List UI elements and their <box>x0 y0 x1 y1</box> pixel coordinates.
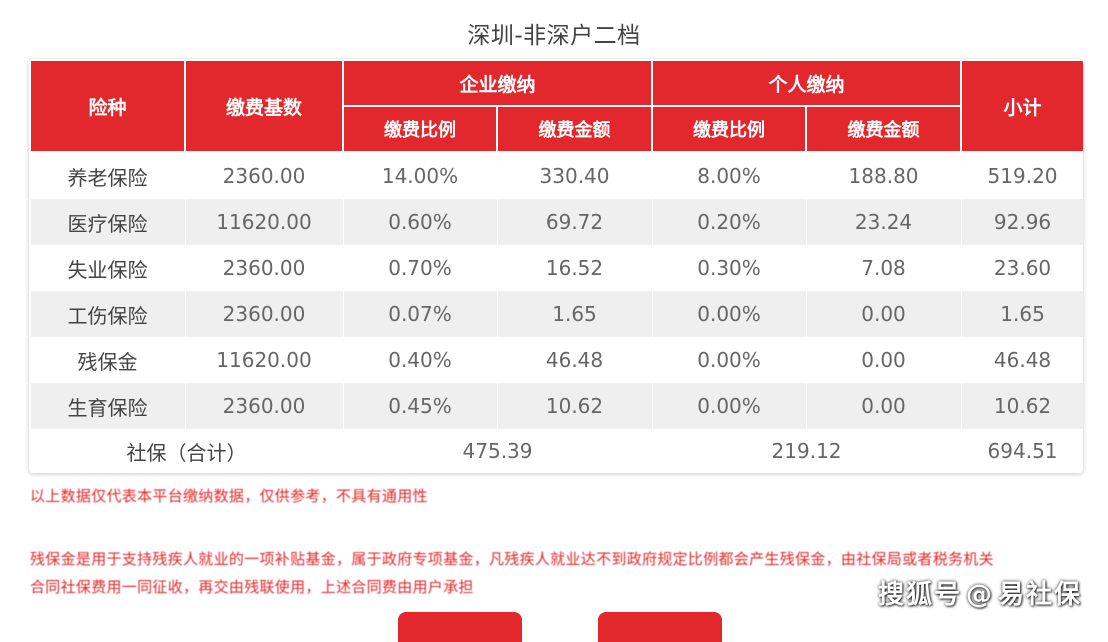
row-personal-rate: 0.00% <box>651 337 807 383</box>
row-company-rate: 0.45% <box>342 383 498 429</box>
total-row: 社保（合计） 475.39 219.12 694.51 <box>29 429 1083 473</box>
row-company-rate: 0.60% <box>342 199 498 245</box>
header-category: 险种 <box>29 59 186 153</box>
at-icon: @ <box>965 580 994 610</box>
watermark-suffix: 易社保 <box>997 580 1082 610</box>
row-subtotal: 1.65 <box>960 291 1083 337</box>
row-personal-amount: 0.00 <box>805 291 962 337</box>
row-personal-amount: 23.24 <box>805 199 962 245</box>
row-company-rate: 0.40% <box>342 337 498 383</box>
row-subtotal: 23.60 <box>960 245 1083 291</box>
insurance-table: 险种 缴费基数 企业缴纳 个人缴纳 小计 缴费比例 缴费金额 缴费比例 缴费金额… <box>29 59 1083 473</box>
row-personal-rate: 0.00% <box>651 291 807 337</box>
header-base: 缴费基数 <box>184 59 344 153</box>
row-personal-amount: 0.00 <box>805 383 962 429</box>
action-button-left[interactable] <box>398 612 522 642</box>
row-subtotal: 92.96 <box>960 199 1083 245</box>
row-name: 生育保险 <box>29 383 186 429</box>
total-label: 社保（合计） <box>29 429 344 473</box>
total-subtotal: 694.51 <box>960 429 1083 473</box>
row-name: 养老保险 <box>29 152 186 199</box>
row-name: 残保金 <box>29 337 186 383</box>
row-company-amount: 46.48 <box>496 337 653 383</box>
total-company: 475.39 <box>342 429 653 473</box>
note-line: 合同社保费用一同征收，再交由残联使用，上述合同费由用户承担 <box>30 578 474 596</box>
header-personal-amount: 缴费金额 <box>805 105 963 153</box>
row-personal-rate: 0.20% <box>651 199 807 245</box>
row-base: 2360.00 <box>184 383 344 429</box>
action-button-right[interactable] <box>598 612 722 642</box>
row-company-rate: 0.07% <box>342 291 498 337</box>
page-title: 深圳-非深户二档 <box>467 23 641 49</box>
row-base: 11620.00 <box>184 199 344 245</box>
row-name: 失业保险 <box>29 245 186 291</box>
row-company-rate: 0.70% <box>342 245 498 291</box>
row-company-amount: 330.40 <box>496 152 653 199</box>
row-subtotal: 46.48 <box>960 337 1083 383</box>
row-name: 工伤保险 <box>29 291 186 337</box>
watermark: 搜狐号 @ 易社保 <box>878 574 1082 611</box>
table-row: 医疗保险 11620.00 0.60% 69.72 0.20% 23.24 92… <box>29 199 1083 245</box>
header-personal-group: 个人缴纳 <box>651 59 963 107</box>
header-company-rate: 缴费比例 <box>342 105 498 153</box>
row-subtotal: 10.62 <box>960 383 1083 429</box>
row-personal-amount: 7.08 <box>805 245 962 291</box>
row-base: 2360.00 <box>184 152 344 199</box>
header-personal-rate: 缴费比例 <box>651 105 808 153</box>
watermark-prefix: 搜狐号 <box>877 580 962 610</box>
header-company-amount: 缴费金额 <box>495 105 654 153</box>
row-subtotal: 519.20 <box>960 152 1083 199</box>
row-company-amount: 1.65 <box>496 291 653 337</box>
row-personal-amount: 0.00 <box>805 337 962 383</box>
disability-fund-note: 残保金是用于支持残疾人就业的一项补贴基金，属于政府专项基金，凡残疾人就业达不到政… <box>30 545 994 601</box>
disclaimer-note: 以上数据仅代表本平台缴纳数据，仅供参考，不具有通用性 <box>30 487 428 505</box>
row-name: 医疗保险 <box>29 199 186 245</box>
row-personal-rate: 0.30% <box>651 245 807 291</box>
note-line: 残保金是用于支持残疾人就业的一项补贴基金，属于政府专项基金，凡残疾人就业达不到政… <box>30 550 994 568</box>
total-personal: 219.12 <box>651 429 962 473</box>
table-row: 失业保险 2360.00 0.70% 16.52 0.30% 7.08 23.6… <box>29 245 1083 291</box>
table-row: 工伤保险 2360.00 0.07% 1.65 0.00% 0.00 1.65 <box>29 291 1083 337</box>
header-subtotal: 小计 <box>960 59 1083 153</box>
header-company-group: 企业缴纳 <box>341 59 654 107</box>
row-company-amount: 10.62 <box>496 383 653 429</box>
table-row: 残保金 11620.00 0.40% 46.48 0.00% 0.00 46.4… <box>29 337 1083 383</box>
row-company-amount: 16.52 <box>496 245 653 291</box>
row-base: 2360.00 <box>184 291 344 337</box>
table-row: 生育保险 2360.00 0.45% 10.62 0.00% 0.00 10.6… <box>29 383 1083 429</box>
table-row: 养老保险 2360.00 14.00% 330.40 8.00% 188.80 … <box>29 152 1083 199</box>
row-base: 11620.00 <box>184 337 344 383</box>
row-base: 2360.00 <box>184 245 344 291</box>
row-company-rate: 14.00% <box>342 152 498 199</box>
row-personal-amount: 188.80 <box>805 152 962 199</box>
row-personal-rate: 8.00% <box>651 152 807 199</box>
row-personal-rate: 0.00% <box>651 383 807 429</box>
row-company-amount: 69.72 <box>496 199 653 245</box>
